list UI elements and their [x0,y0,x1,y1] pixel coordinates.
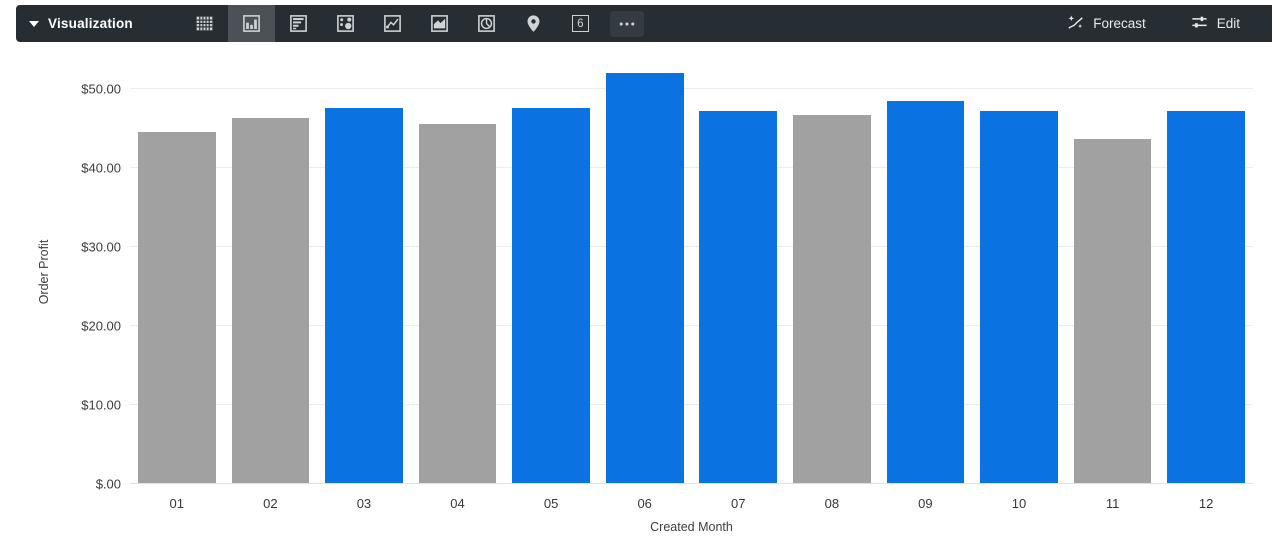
visualization-dropdown[interactable]: Visualization [29,16,133,31]
x-tick-label: 12 [1198,496,1214,511]
bar-column [972,60,1066,484]
bar-01[interactable] [137,131,216,484]
table-viz-button[interactable] [181,5,228,42]
y-axis-title: Order Profit [37,239,51,305]
viz-type-picker: 6 [181,5,651,42]
bar-04[interactable] [418,123,497,484]
area-chart-icon [429,13,450,34]
y-tick-label: $40.00 [81,160,121,176]
x-tick-label: 04 [450,496,465,511]
y-tick-label: $.00 [95,476,121,491]
bar-02[interactable] [231,117,310,484]
single-value-viz-button[interactable]: 6 [557,5,604,42]
column-chart-icon [241,13,262,34]
bar-column [785,60,879,484]
plot-area: $.00 $10.00 $20.00 $30.00 $40.00 $50.00 [81,60,1253,491]
gridline: $50.00 [81,81,1253,96]
column-chart: Order Profit $.00 $10.00 $20.00 $30.00 $40.0… [0,42,1272,560]
edit-label: Edit [1216,16,1240,31]
x-tick-label: 02 [263,496,278,511]
area-chart-viz-button[interactable] [416,5,463,42]
map-pin-icon [523,13,544,34]
bar-column [1159,60,1253,484]
gridline: $.00 [96,476,1253,491]
map-viz-button[interactable] [510,5,557,42]
x-labels-row: 01 02 03 04 05 06 07 08 09 10 11 12 [130,486,1253,511]
gridline: $10.00 [81,397,1253,412]
scatter-viz-button[interactable] [322,5,369,42]
toolbar-actions: Forecast Edit [1066,13,1272,35]
y-tick-label: $50.00 [81,81,121,97]
bar-column [504,60,598,484]
bar-column [1066,60,1160,484]
x-tick-label: 06 [637,496,652,511]
bar-chart-icon [288,13,309,34]
bars-row [130,60,1253,484]
single-value-icon: 6 [571,15,589,32]
x-tick-label: 08 [824,496,840,511]
bar-column [879,60,973,484]
bar-chart-viz-button[interactable] [275,5,322,42]
y-tick-label: $10.00 [81,397,121,413]
y-tick-label: $20.00 [81,318,121,334]
line-chart-icon [382,13,403,34]
bar-06[interactable] [605,73,684,484]
pie-chart-viz-button[interactable] [463,5,510,42]
chevron-down-icon [29,20,39,27]
x-tick-label: 03 [356,496,372,511]
bar-10[interactable] [980,110,1058,484]
x-tick-label: 01 [169,496,185,511]
bar-07[interactable] [699,110,778,484]
toolbar-title: Visualization [48,16,133,31]
bar-column [691,60,785,484]
bar-12[interactable] [1167,110,1245,484]
bar-09[interactable] [886,101,965,484]
x-tick-label: 05 [543,496,559,511]
gridline: $30.00 [81,239,1253,254]
x-tick-label: 07 [731,496,746,511]
column-chart-viz-button[interactable] [227,5,275,42]
gridline: $20.00 [81,318,1253,333]
ellipsis-icon [610,10,645,37]
x-tick-label: 11 [1105,496,1120,511]
edit-sliders-icon [1190,13,1209,35]
bar-05[interactable] [512,108,590,484]
x-axis-title: Created Month [650,520,733,534]
x-tick-label: 10 [1011,496,1027,511]
x-tick-label: 09 [918,496,933,511]
bar-11[interactable] [1073,138,1152,484]
bar-08[interactable] [793,115,871,484]
forecast-sparkle-icon [1066,13,1085,35]
bar-column [224,60,318,484]
more-viz-types-button[interactable] [604,5,651,42]
edit-button[interactable]: Edit [1190,13,1240,35]
bar-03[interactable] [325,108,403,484]
y-tick-label: $30.00 [81,239,121,255]
bar-column [317,60,411,484]
bar-column [130,60,224,484]
forecast-label: Forecast [1093,16,1146,31]
pie-chart-icon [476,13,497,34]
gridline: $40.00 [81,160,1253,175]
bar-column [411,60,505,484]
scatter-icon [335,13,356,34]
table-icon [194,13,215,34]
visualization-toolbar: Visualization [16,5,1272,42]
forecast-button[interactable]: Forecast [1066,13,1146,35]
line-chart-viz-button[interactable] [369,5,416,42]
bar-column [598,60,692,484]
